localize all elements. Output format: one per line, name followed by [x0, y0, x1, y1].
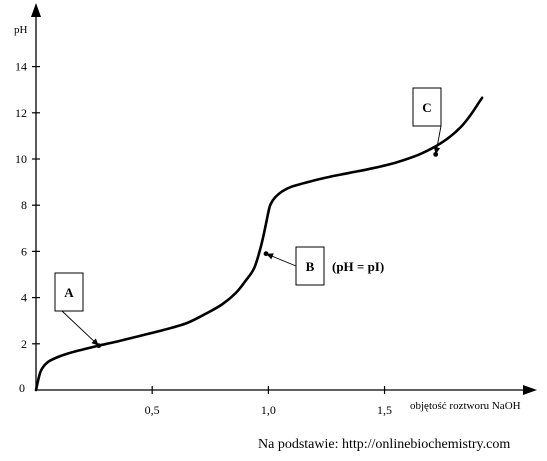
point-c-label: C: [422, 100, 431, 115]
point-b-label: B: [306, 259, 315, 274]
point-c-marker: [433, 151, 439, 157]
point-a-arrow: [61, 310, 100, 346]
point-b-box: [295, 246, 325, 286]
point-annotations: A B (pH = pI) C: [54, 87, 442, 349]
y-tick-label: 6: [21, 244, 27, 258]
y-axis-arrow: [31, 3, 41, 17]
y-tick-label: 8: [21, 198, 27, 212]
chart-labels: 2 4 6 8 10 12 14 0 0,5 1,0 1,5 pH objętość roztworu …: [14, 24, 521, 417]
y-tick-label: 14: [15, 60, 27, 74]
x-axis-label: objętość roztworu NaOH: [410, 400, 521, 412]
titration-curve: [34, 96, 484, 392]
point-a-marker: [96, 343, 102, 349]
chart-ticks: [32, 65, 386, 394]
x-tick-label: 1,0: [261, 403, 276, 417]
point-c-box: [412, 87, 442, 127]
point-a-label: A: [64, 285, 74, 300]
y-tick-label-origin: 0: [19, 381, 25, 395]
x-axis-arrow: [523, 385, 537, 395]
y-axis-label: pH: [14, 24, 28, 36]
x-tick-label: 0,5: [145, 403, 160, 417]
point-a-arrowhead: [91, 338, 99, 346]
y-tick-label: 4: [21, 291, 27, 305]
x-tick-label: 1,5: [377, 403, 392, 417]
source-note: Na podstawie: http://onlinebiochemistry.…: [258, 437, 511, 452]
y-tick-label: 10: [15, 152, 27, 166]
titration-curve-line: [34, 96, 484, 392]
chart-axes: [31, 3, 537, 395]
point-b-annotation: (pH = pI): [332, 259, 384, 274]
point-a-box: [54, 272, 84, 312]
y-tick-label: 12: [15, 106, 27, 120]
y-tick-label: 2: [21, 337, 27, 351]
point-b-marker: [263, 251, 269, 257]
